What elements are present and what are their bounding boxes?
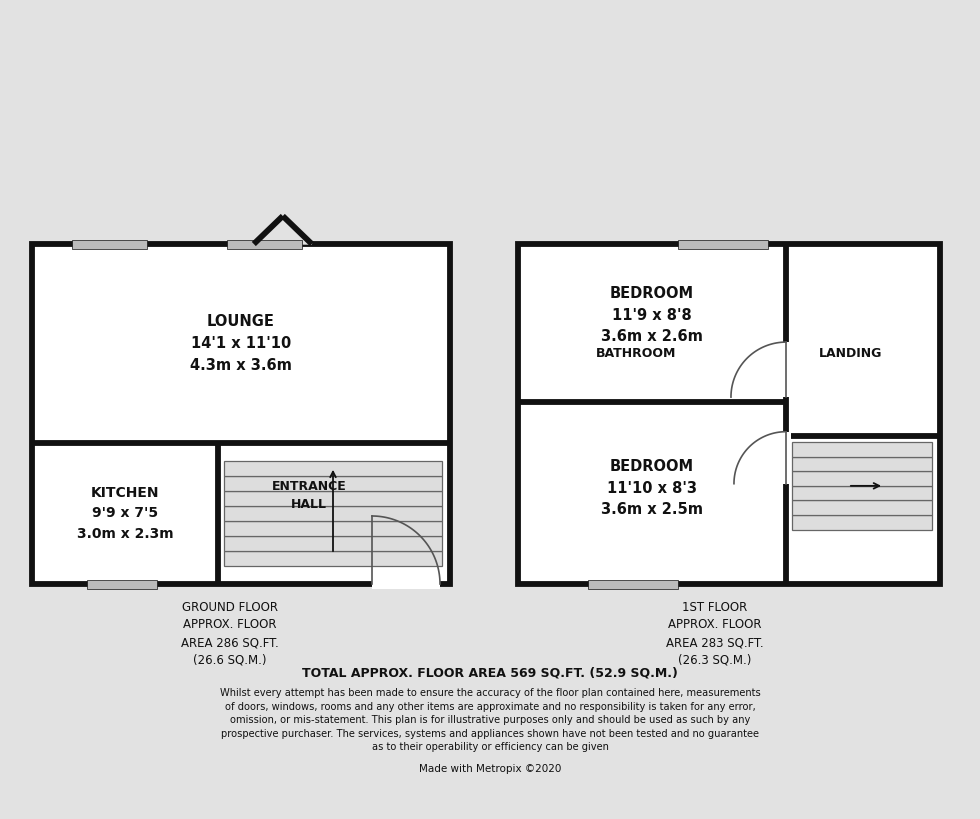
Polygon shape xyxy=(254,216,312,244)
Text: TOTAL APPROX. FLOOR AREA 569 SQ.FT. (52.9 SQ.M.): TOTAL APPROX. FLOOR AREA 569 SQ.FT. (52.… xyxy=(302,666,678,679)
Bar xyxy=(227,239,302,248)
Text: Whilst every attempt has been made to ensure the accuracy of the floor plan cont: Whilst every attempt has been made to en… xyxy=(220,688,760,753)
Text: BEDROOM
11'10 x 8'3
3.6m x 2.5m: BEDROOM 11'10 x 8'3 3.6m x 2.5m xyxy=(601,459,703,517)
Bar xyxy=(224,476,442,491)
Bar xyxy=(224,521,442,536)
Bar xyxy=(792,515,932,530)
Text: BATHROOM: BATHROOM xyxy=(596,346,676,360)
Text: LOUNGE
14'1 x 11'10
4.3m x 3.6m: LOUNGE 14'1 x 11'10 4.3m x 3.6m xyxy=(190,314,292,373)
Bar xyxy=(72,239,147,248)
Bar xyxy=(588,580,678,589)
Text: ENTRANCE
HALL: ENTRANCE HALL xyxy=(271,480,346,511)
Bar xyxy=(678,239,768,248)
Bar xyxy=(792,457,932,471)
Bar xyxy=(224,506,442,521)
Bar xyxy=(518,244,940,584)
Bar xyxy=(32,244,450,584)
Text: Made with Metropix ©2020: Made with Metropix ©2020 xyxy=(418,764,562,774)
Bar xyxy=(224,461,442,476)
Bar xyxy=(792,500,932,515)
Text: 1ST FLOOR
APPROX. FLOOR
AREA 283 SQ.FT.
(26.3 SQ.M.): 1ST FLOOR APPROX. FLOOR AREA 283 SQ.FT. … xyxy=(666,601,763,667)
Text: GROUND FLOOR
APPROX. FLOOR
AREA 286 SQ.FT.
(26.6 SQ.M.): GROUND FLOOR APPROX. FLOOR AREA 286 SQ.F… xyxy=(181,601,279,667)
Bar xyxy=(224,551,442,566)
Bar xyxy=(224,536,442,551)
Bar xyxy=(87,580,157,589)
Bar xyxy=(792,486,932,500)
Text: BEDROOM
11'9 x 8'8
3.6m x 2.6m: BEDROOM 11'9 x 8'8 3.6m x 2.6m xyxy=(601,286,703,344)
Text: LANDING: LANDING xyxy=(819,346,882,360)
Text: KITCHEN
9'9 x 7'5
3.0m x 2.3m: KITCHEN 9'9 x 7'5 3.0m x 2.3m xyxy=(76,486,173,541)
Bar xyxy=(792,442,932,457)
Bar xyxy=(224,491,442,506)
Bar xyxy=(792,471,932,486)
